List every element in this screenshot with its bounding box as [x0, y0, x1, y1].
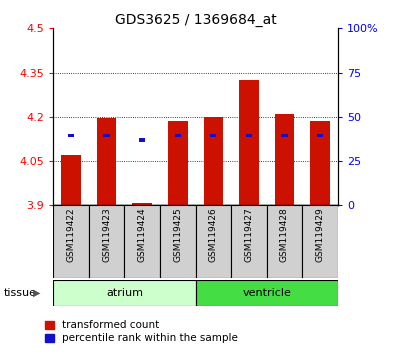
Text: GSM119429: GSM119429 — [316, 207, 324, 262]
Text: GSM119422: GSM119422 — [67, 207, 75, 262]
Text: GSM119426: GSM119426 — [209, 207, 218, 262]
Text: atrium: atrium — [106, 288, 143, 298]
Bar — [275, 114, 294, 205]
Bar — [203, 117, 223, 205]
Text: GSM119423: GSM119423 — [102, 207, 111, 262]
Bar — [53, 205, 89, 278]
Bar — [61, 155, 81, 205]
Bar — [175, 134, 181, 137]
Bar — [302, 205, 338, 278]
Text: ▶: ▶ — [33, 288, 40, 298]
Text: GSM119428: GSM119428 — [280, 207, 289, 262]
Bar — [139, 138, 145, 142]
Bar — [310, 121, 330, 205]
Bar — [53, 280, 196, 306]
Bar — [160, 205, 196, 278]
Bar — [267, 205, 302, 278]
Bar — [281, 134, 288, 137]
Bar — [246, 134, 252, 137]
Text: tissue: tissue — [4, 288, 37, 298]
Text: GSM119427: GSM119427 — [245, 207, 253, 262]
Text: GSM119425: GSM119425 — [173, 207, 182, 262]
Bar — [317, 134, 323, 137]
Bar — [239, 80, 259, 205]
Text: GSM119424: GSM119424 — [138, 207, 147, 262]
Bar — [89, 205, 124, 278]
Text: ventricle: ventricle — [242, 288, 291, 298]
Bar — [68, 134, 74, 137]
Bar — [231, 205, 267, 278]
Title: GDS3625 / 1369684_at: GDS3625 / 1369684_at — [115, 13, 276, 27]
Bar — [132, 203, 152, 205]
Legend: transformed count, percentile rank within the sample: transformed count, percentile rank withi… — [45, 320, 238, 343]
Bar — [97, 118, 117, 205]
Bar — [103, 134, 110, 137]
Bar — [124, 205, 160, 278]
Bar — [168, 121, 188, 205]
Bar — [210, 134, 216, 137]
Bar — [196, 205, 231, 278]
Bar — [196, 280, 338, 306]
